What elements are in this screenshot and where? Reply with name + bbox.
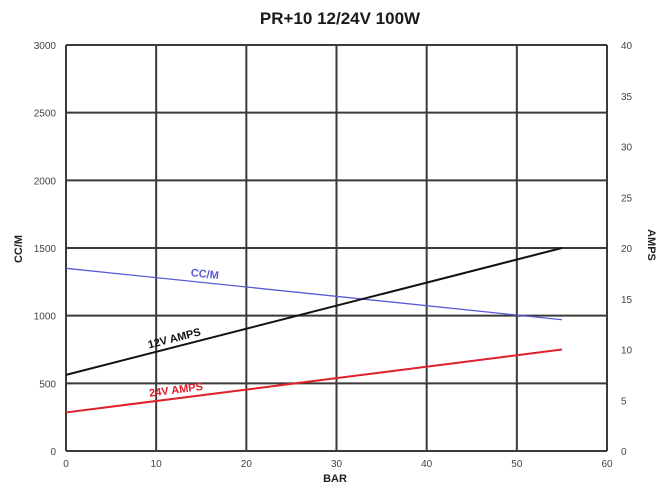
y-tick-label-right: 25 [621, 193, 633, 204]
y-tick-label-left: 0 [50, 447, 56, 458]
series-line-24v-amps [65, 348, 563, 414]
y-tick-label-right: 10 [621, 346, 633, 357]
y-tick-label-right: 5 [621, 396, 627, 407]
chart-title: PR+10 12/24V 100W [260, 9, 421, 28]
x-tick-label: 30 [331, 459, 343, 470]
x-tick-label: 50 [511, 459, 523, 470]
tick-labels: 0 10 20 30 40 50 60 0 500 1000 1500 2000 2500 3000 0 5 1… [34, 41, 633, 470]
x-tick-label: 60 [601, 459, 613, 470]
y-tick-label-left: 3000 [34, 41, 57, 52]
y-tick-label-left: 2000 [34, 176, 57, 187]
y-tick-label-right: 30 [621, 143, 633, 154]
x-tick-label: 10 [151, 459, 163, 470]
y-tick-label-left: 1500 [34, 244, 57, 255]
y-axis-label-right: AMPS [645, 229, 657, 261]
x-axis-label: BAR [323, 473, 347, 485]
y-tick-label-left: 500 [39, 379, 56, 390]
y-axis-label-left: CC/M [13, 235, 25, 263]
y-tick-label-right: 20 [621, 244, 633, 255]
y-tick-label-left: 2500 [34, 109, 57, 120]
series-lines [65, 247, 563, 414]
x-tick-label: 20 [241, 459, 253, 470]
y-tick-label-left: 1000 [34, 312, 57, 323]
grid [65, 44, 608, 452]
y-tick-label-right: 0 [621, 447, 627, 458]
y-tick-label-right: 15 [621, 295, 633, 306]
x-tick-label: 0 [63, 459, 69, 470]
series-line-cc-m [65, 267, 562, 321]
y-tick-label-right: 35 [621, 92, 633, 103]
y-tick-label-right: 40 [621, 41, 633, 52]
series-label: CC/M [190, 267, 219, 282]
x-tick-label: 40 [421, 459, 433, 470]
series-line-12v-amps [65, 247, 563, 376]
